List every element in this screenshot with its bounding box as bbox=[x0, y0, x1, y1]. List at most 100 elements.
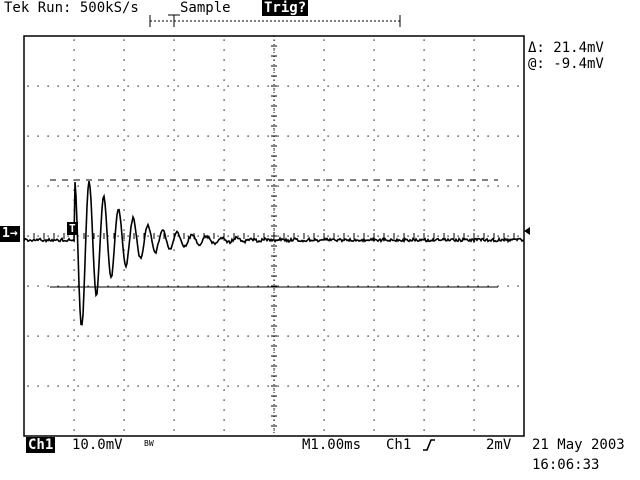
graticule-dot bbox=[74, 110, 75, 111]
graticule-dot bbox=[498, 236, 499, 237]
graticule-dot bbox=[224, 390, 225, 391]
graticule-dot bbox=[324, 70, 325, 71]
graticule-dot bbox=[478, 186, 479, 187]
graticule-dot bbox=[74, 50, 75, 51]
graticule-dot bbox=[118, 236, 119, 237]
graticule-dot bbox=[274, 190, 275, 191]
graticule-dot bbox=[338, 386, 339, 387]
graticule-dot bbox=[518, 236, 519, 237]
graticule-dot bbox=[174, 330, 175, 331]
graticule-dot bbox=[74, 120, 75, 121]
graticule-dot bbox=[224, 100, 225, 101]
graticule-dot bbox=[458, 86, 459, 87]
graticule-dot bbox=[48, 386, 49, 387]
graticule-dot bbox=[424, 60, 425, 61]
graticule-dot bbox=[358, 236, 359, 237]
graticule-dot bbox=[358, 136, 359, 137]
graticule-dot bbox=[124, 120, 125, 121]
record-window-bracket bbox=[150, 15, 400, 27]
graticule-dot bbox=[324, 190, 325, 191]
graticule-dot bbox=[348, 186, 349, 187]
graticule-dot bbox=[148, 336, 149, 337]
graticule-dot bbox=[498, 186, 499, 187]
graticule-dot bbox=[278, 186, 279, 187]
graticule-dot bbox=[128, 136, 129, 137]
graticule-dot bbox=[458, 136, 459, 137]
graticule-dot bbox=[118, 86, 119, 87]
graticule-dot bbox=[418, 336, 419, 337]
graticule-dot bbox=[324, 140, 325, 141]
graticule-dot bbox=[474, 400, 475, 401]
graticule-dot bbox=[124, 190, 125, 191]
graticule-dot bbox=[178, 186, 179, 187]
graticule-dot bbox=[324, 370, 325, 371]
graticule-dot bbox=[424, 370, 425, 371]
graticule-dot bbox=[224, 290, 225, 291]
graticule-dot bbox=[228, 186, 229, 187]
graticule-dot bbox=[318, 136, 319, 137]
graticule-dot bbox=[318, 236, 319, 237]
graticule-dot bbox=[468, 136, 469, 137]
graticule-dot bbox=[224, 160, 225, 161]
graticule-dot bbox=[488, 86, 489, 87]
graticule-dot bbox=[508, 86, 509, 87]
graticule-dot bbox=[388, 236, 389, 237]
graticule-dot bbox=[428, 236, 429, 237]
graticule-dot bbox=[128, 236, 129, 237]
graticule-dot bbox=[124, 370, 125, 371]
graticule-dot bbox=[498, 86, 499, 87]
graticule-dot bbox=[374, 60, 375, 61]
graticule-dot bbox=[98, 386, 99, 387]
graticule-dot bbox=[374, 40, 375, 41]
graticule-dot bbox=[128, 86, 129, 87]
graticule-dot bbox=[208, 136, 209, 137]
graticule-dot bbox=[74, 340, 75, 341]
graticule-dot bbox=[224, 270, 225, 271]
trigger-position-marker[interactable]: T bbox=[67, 222, 78, 235]
graticule-dot bbox=[398, 236, 399, 237]
graticule-dot bbox=[374, 250, 375, 251]
graticule-dot bbox=[418, 236, 419, 237]
graticule-dot bbox=[158, 386, 159, 387]
graticule-dot bbox=[324, 100, 325, 101]
graticule-dot bbox=[274, 270, 275, 271]
graticule-dot bbox=[174, 140, 175, 141]
capture-time: 16:06:33 bbox=[532, 457, 599, 473]
graticule-dot bbox=[274, 330, 275, 331]
graticule-dot bbox=[498, 336, 499, 337]
graticule-dot bbox=[324, 170, 325, 171]
graticule-dot bbox=[324, 290, 325, 291]
graticule-dot bbox=[458, 236, 459, 237]
ch1-ground-marker[interactable]: 1→ bbox=[0, 226, 20, 242]
graticule-dot bbox=[124, 380, 125, 381]
graticule-dot bbox=[408, 86, 409, 87]
graticule-dot bbox=[74, 90, 75, 91]
graticule-dot bbox=[508, 286, 509, 287]
graticule-dot bbox=[224, 400, 225, 401]
graticule-dot bbox=[174, 290, 175, 291]
graticule-dot bbox=[368, 86, 369, 87]
graticule-dot bbox=[374, 70, 375, 71]
graticule-dot bbox=[428, 86, 429, 87]
graticule-dot bbox=[208, 386, 209, 387]
graticule-dot bbox=[274, 250, 275, 251]
timebase-setting: M1.00ms bbox=[302, 437, 361, 453]
graticule-dot bbox=[88, 386, 89, 387]
graticule-dot bbox=[174, 420, 175, 421]
graticule-dot bbox=[88, 236, 89, 237]
graticule-dot bbox=[278, 236, 279, 237]
graticule-dot bbox=[138, 386, 139, 387]
graticule-dot bbox=[74, 40, 75, 41]
graticule-dot bbox=[224, 90, 225, 91]
graticule-dot bbox=[224, 250, 225, 251]
graticule-dot bbox=[324, 60, 325, 61]
graticule-dot bbox=[124, 200, 125, 201]
graticule-dot bbox=[78, 186, 79, 187]
graticule-dot bbox=[368, 386, 369, 387]
graticule-dot bbox=[474, 380, 475, 381]
graticule-dot bbox=[424, 230, 425, 231]
graticule-dot bbox=[124, 100, 125, 101]
graticule-dot bbox=[424, 80, 425, 81]
graticule-dot bbox=[474, 80, 475, 81]
